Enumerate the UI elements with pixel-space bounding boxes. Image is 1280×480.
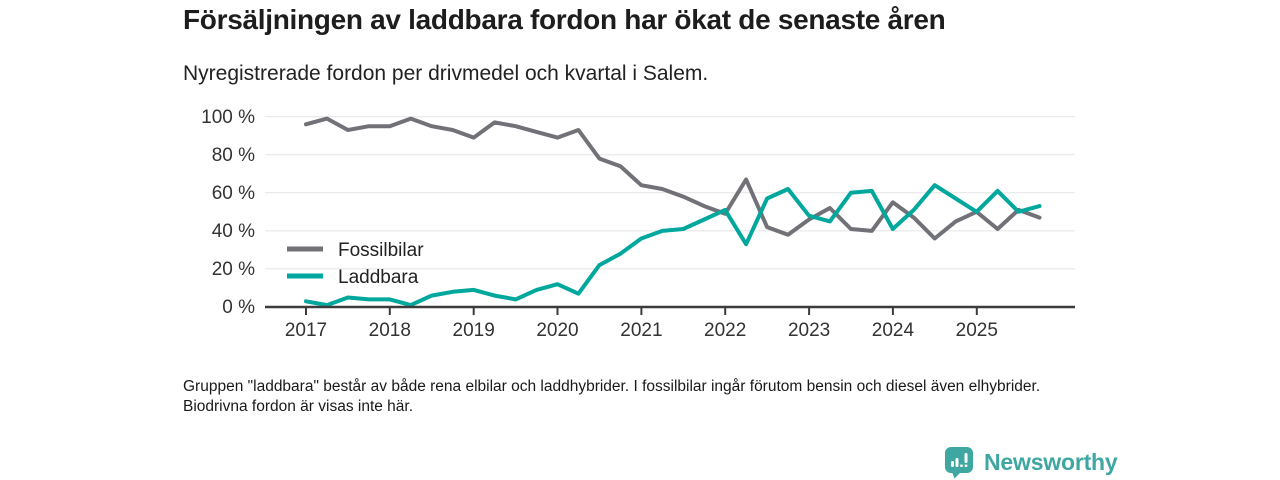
newsworthy-logo: Newsworthy <box>944 446 1118 479</box>
line-chart: 100 % 80 % 60 % 40 % 20 % 0 % 2017 2018 … <box>201 107 1075 341</box>
chart-subtitle: Nyregistrerade fordon per drivmedel och … <box>183 62 709 85</box>
x-tick-label: 2017 <box>285 320 327 341</box>
fossilbilar-line <box>304 116 1042 241</box>
laddbara-line <box>304 183 1042 308</box>
x-tick-label: 2024 <box>872 320 915 341</box>
x-tick-label: 2019 <box>453 320 495 341</box>
x-tick-label: 2020 <box>536 320 578 341</box>
y-tick-label: 40 % <box>212 221 255 242</box>
x-axis: 2017 2018 2019 2020 2021 2022 2023 2024 … <box>265 305 1075 341</box>
y-axis: 100 % 80 % 60 % 40 % 20 % 0 % <box>201 107 255 318</box>
bar-chart-speech-bubble-icon <box>945 447 973 479</box>
y-tick-label: 80 % <box>212 145 255 166</box>
x-tick-label: 2018 <box>369 320 411 341</box>
y-tick-label: 20 % <box>212 259 255 280</box>
y-tick-label: 100 % <box>201 107 255 128</box>
x-tick-label: 2022 <box>704 320 746 341</box>
page-title: Försäljningen av laddbara fordon har öka… <box>183 4 946 35</box>
newsworthy-wordmark: Newsworthy <box>984 449 1118 475</box>
legend-label-fossilbilar: Fossilbilar <box>338 240 424 261</box>
y-tick-label: 60 % <box>212 183 255 204</box>
x-tick-label: 2023 <box>788 320 830 341</box>
legend: Fossilbilar Laddbara <box>287 240 424 288</box>
y-tick-label: 0 % <box>222 297 255 318</box>
legend-label-laddbara: Laddbara <box>338 267 419 288</box>
x-tick-label: 2021 <box>620 320 662 341</box>
x-tick-label: 2025 <box>956 320 998 341</box>
footnote: Gruppen "laddbara" består av både rena e… <box>183 378 1041 415</box>
series-lines <box>304 116 1042 308</box>
